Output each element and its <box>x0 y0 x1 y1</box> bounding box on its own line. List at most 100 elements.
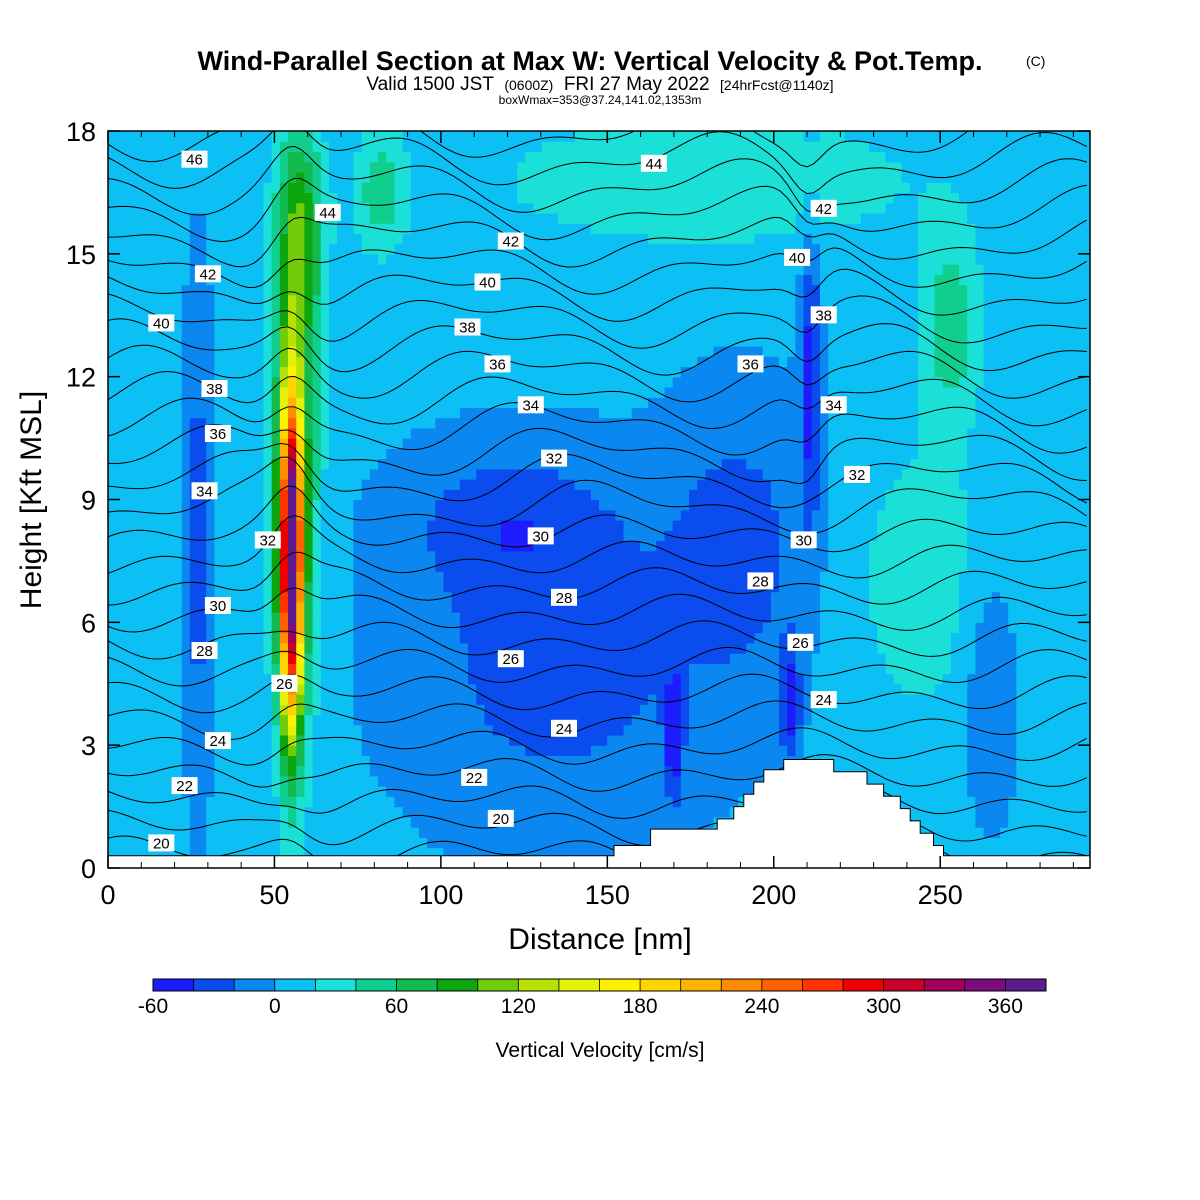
velocity-cell <box>492 601 502 613</box>
velocity-cell <box>893 683 903 695</box>
velocity-cell <box>1008 796 1017 808</box>
velocity-cell <box>926 519 936 531</box>
velocity-cell <box>770 683 780 695</box>
velocity-cell <box>689 632 698 644</box>
velocity-cell <box>1024 806 1034 818</box>
velocity-cell <box>836 745 846 757</box>
velocity-cell <box>353 571 363 582</box>
velocity-cell <box>983 632 993 644</box>
velocity-cell <box>697 816 706 828</box>
velocity-cell <box>738 519 747 531</box>
velocity-cell <box>803 745 813 757</box>
velocity-cell <box>967 837 977 849</box>
velocity-cell <box>672 796 682 808</box>
velocity-cell <box>959 622 968 634</box>
velocity-cell <box>541 489 551 501</box>
velocity-cell <box>623 581 633 593</box>
velocity-cell <box>427 704 436 716</box>
velocity-cell <box>296 786 305 797</box>
velocity-cell <box>476 560 486 572</box>
velocity-cell <box>607 786 616 797</box>
velocity-cell <box>959 519 968 531</box>
velocity-cell <box>1016 745 1026 757</box>
velocity-cell <box>582 591 592 603</box>
velocity-cell <box>566 550 576 562</box>
velocity-cell <box>983 499 993 511</box>
velocity-cell <box>288 642 297 654</box>
velocity-cell <box>582 448 592 460</box>
velocity-cell <box>517 827 526 838</box>
velocity-cell <box>517 796 526 808</box>
velocity-cell <box>402 499 412 511</box>
velocity-cell <box>296 796 305 808</box>
velocity-cell <box>533 591 543 603</box>
velocity-cell <box>410 724 420 736</box>
velocity-cell <box>1008 550 1017 562</box>
velocity-cell <box>975 499 985 511</box>
velocity-cell <box>116 479 125 490</box>
velocity-cell <box>811 745 821 757</box>
velocity-cell <box>574 775 584 787</box>
velocity-cell <box>721 632 731 644</box>
velocity-cell <box>353 591 363 603</box>
velocity-cell <box>893 734 903 746</box>
velocity-cell <box>631 458 641 470</box>
velocity-cell <box>116 448 125 460</box>
velocity-cell <box>983 601 993 613</box>
velocity-cell <box>255 653 265 664</box>
velocity-cell <box>599 612 608 623</box>
velocity-cell <box>230 479 240 490</box>
velocity-cell <box>918 734 927 746</box>
velocity-cell <box>353 745 363 757</box>
velocity-cell <box>738 601 747 613</box>
velocity-cell <box>459 714 469 726</box>
velocity-cell <box>312 724 322 736</box>
velocity-cell <box>558 519 567 531</box>
velocity-cell <box>1032 775 1042 787</box>
velocity-cell <box>909 734 919 746</box>
velocity-cell <box>500 796 510 808</box>
velocity-cell <box>574 796 584 808</box>
velocity-cell <box>787 714 796 726</box>
velocity-cell <box>386 519 396 531</box>
velocity-cell <box>459 601 469 613</box>
velocity-cell <box>1008 560 1017 572</box>
velocity-cell <box>615 673 625 685</box>
velocity-cell <box>1081 489 1090 501</box>
velocity-cell <box>214 806 224 818</box>
velocity-cell <box>525 581 535 593</box>
velocity-cell <box>132 806 142 818</box>
velocity-cell <box>328 591 338 603</box>
velocity-cell <box>443 581 453 593</box>
velocity-cell <box>541 632 551 644</box>
velocity-cell <box>230 745 240 757</box>
velocity-cell <box>361 499 371 511</box>
velocity-cell <box>639 550 649 562</box>
velocity-cell <box>312 704 322 716</box>
velocity-cell <box>116 673 125 685</box>
velocity-cell <box>328 612 338 623</box>
velocity-cell <box>983 550 993 562</box>
velocity-cell <box>893 468 903 480</box>
velocity-cell <box>541 581 551 593</box>
velocity-cell <box>689 550 698 562</box>
velocity-cell <box>361 519 371 531</box>
velocity-cell <box>639 479 649 490</box>
velocity-cell <box>959 550 968 562</box>
velocity-cell <box>615 683 625 695</box>
velocity-cell <box>631 468 641 480</box>
velocity-cell <box>1040 734 1050 746</box>
velocity-cell <box>770 653 780 664</box>
velocity-cell <box>942 499 952 511</box>
velocity-cell <box>369 704 379 716</box>
velocity-cell <box>615 489 625 501</box>
velocity-cell <box>975 530 985 542</box>
velocity-cell <box>746 499 756 511</box>
velocity-cell <box>181 571 191 582</box>
velocity-cell <box>934 479 944 490</box>
velocity-cell <box>1040 765 1050 777</box>
velocity-cell <box>378 704 387 716</box>
velocity-cell <box>418 827 428 838</box>
velocity-cell <box>1016 683 1026 695</box>
velocity-cell <box>819 509 829 521</box>
